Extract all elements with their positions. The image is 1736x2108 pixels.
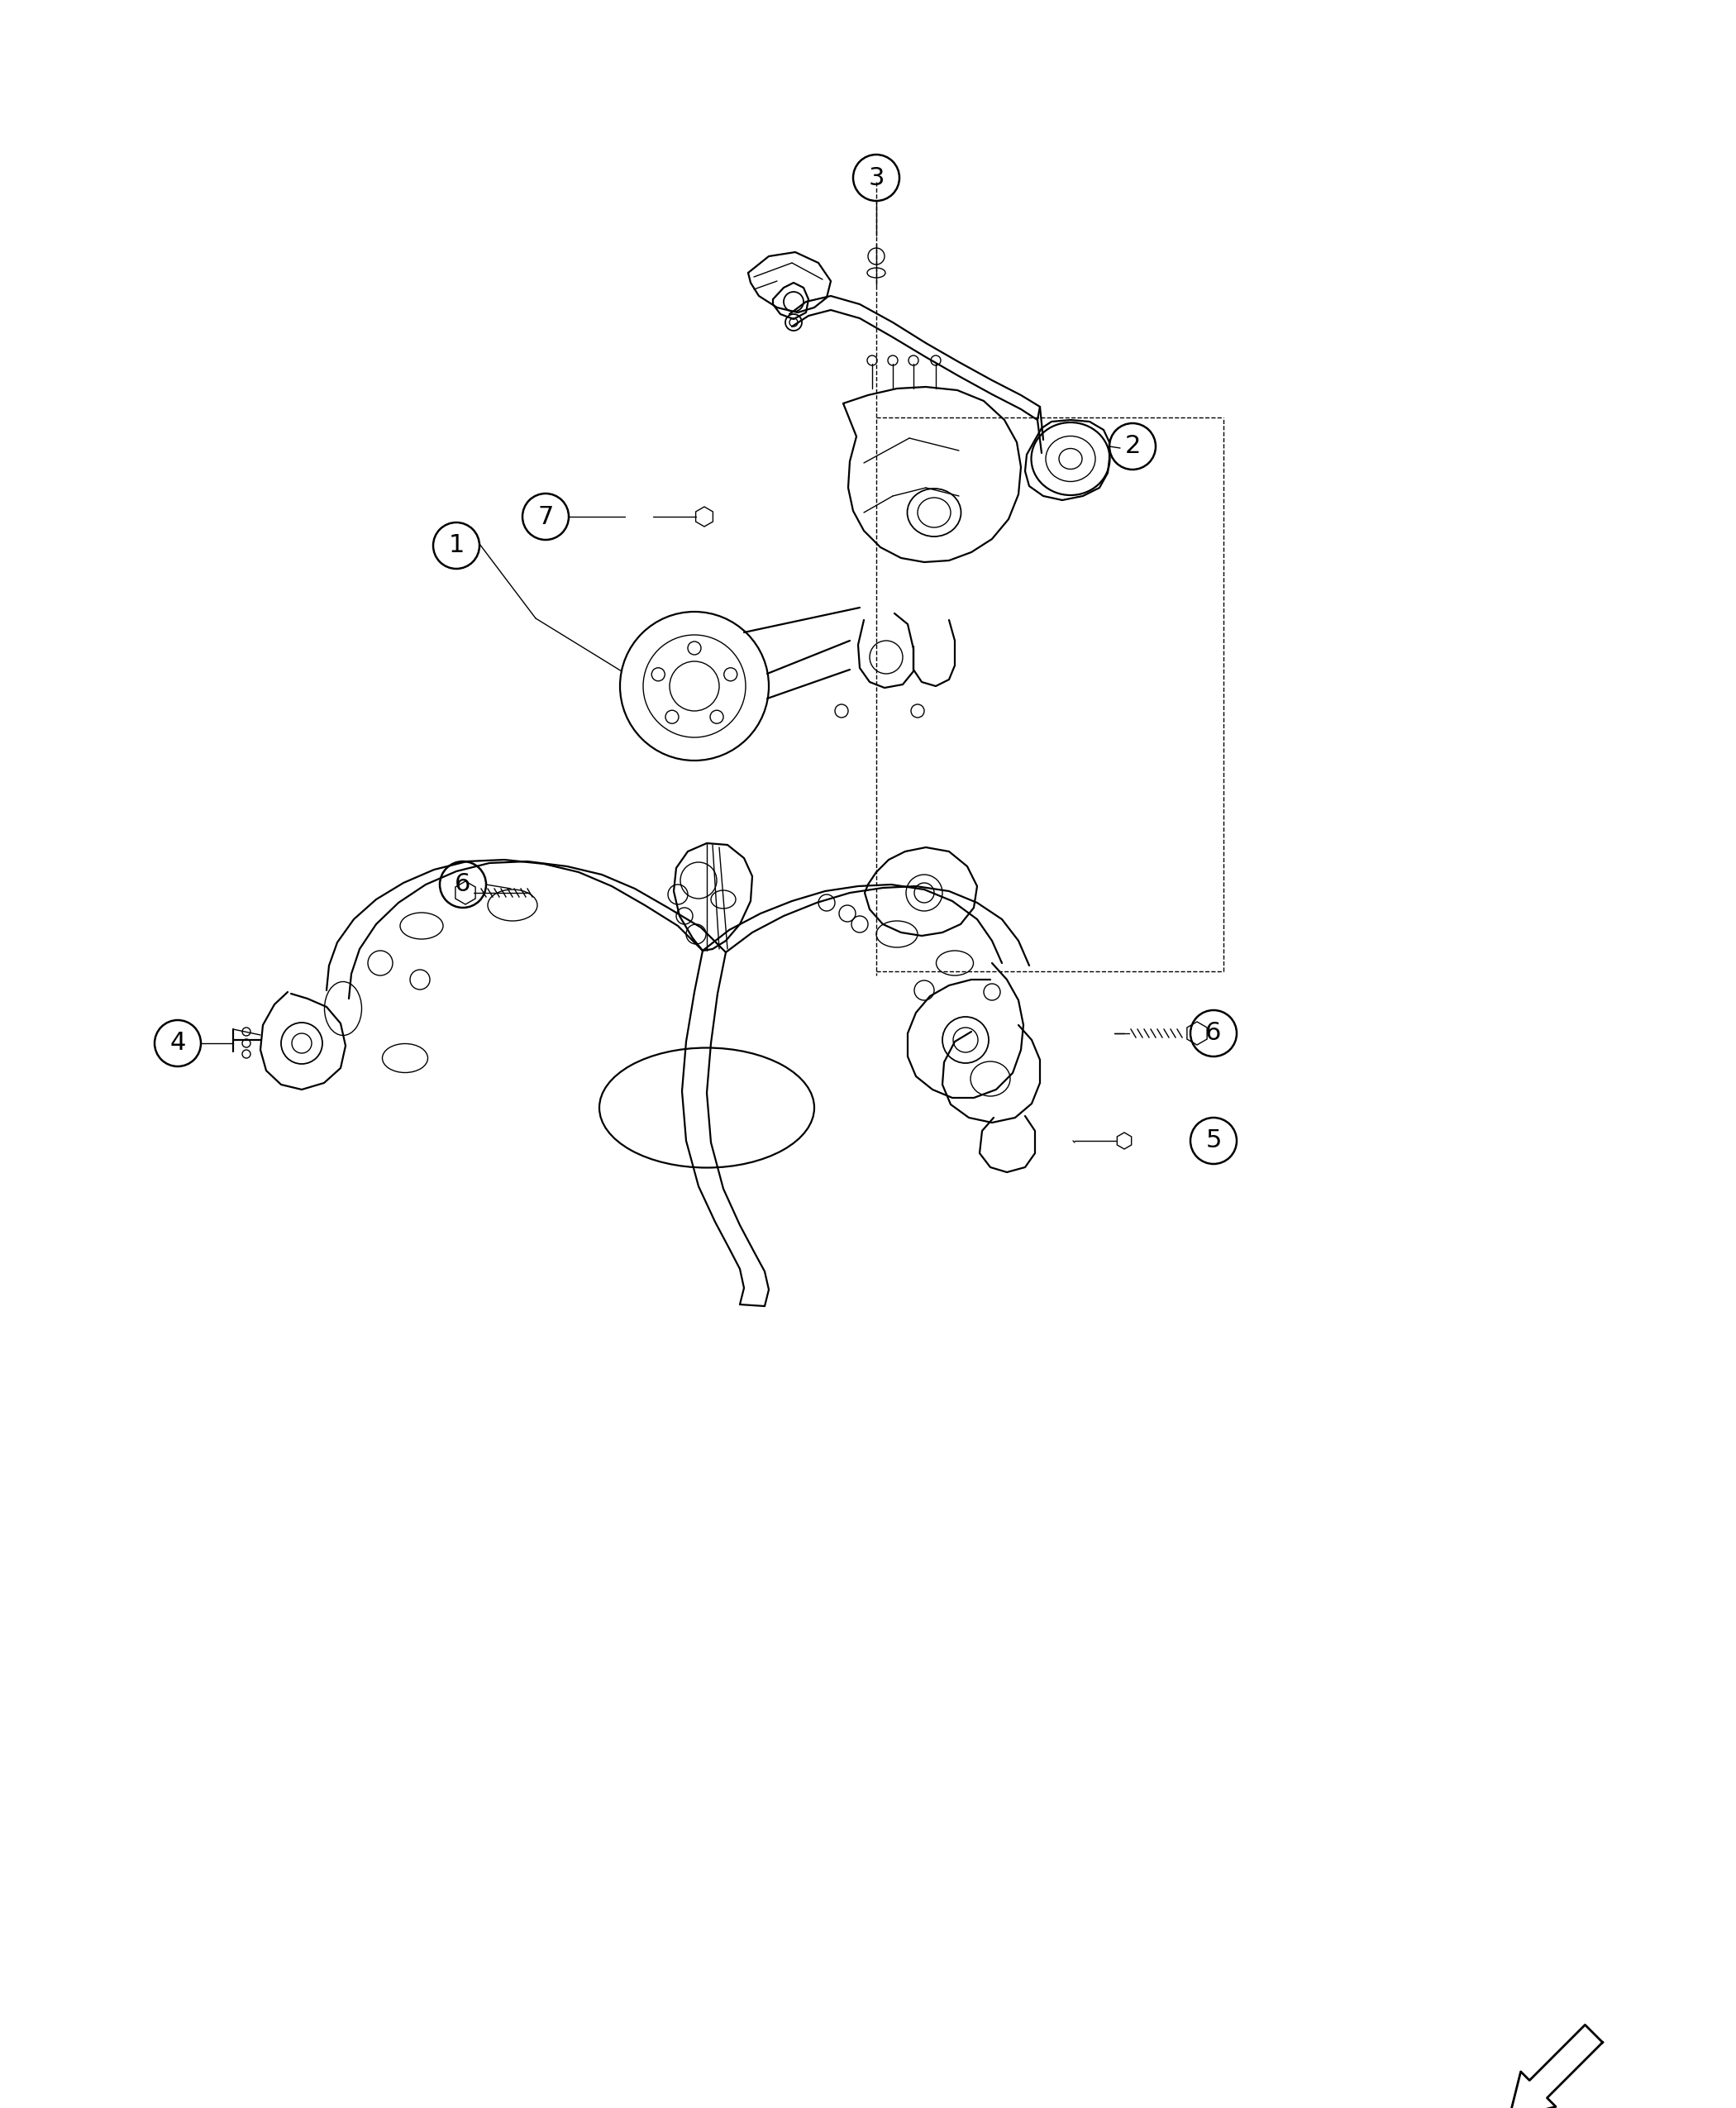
Text: 6: 6 <box>455 873 470 896</box>
Text: 7: 7 <box>538 504 554 529</box>
Text: 3: 3 <box>868 167 884 190</box>
Text: 4: 4 <box>170 1031 186 1056</box>
Text: 5: 5 <box>1205 1128 1222 1153</box>
Text: 2: 2 <box>1125 434 1141 457</box>
Text: 1: 1 <box>448 533 464 559</box>
Text: 6: 6 <box>1205 1022 1222 1046</box>
